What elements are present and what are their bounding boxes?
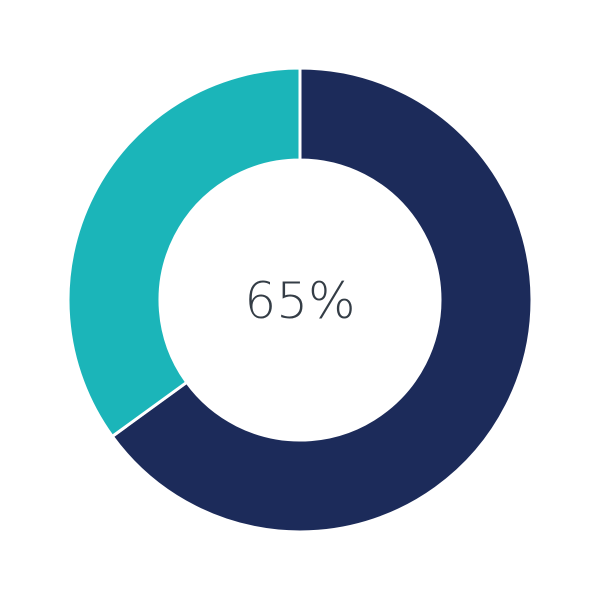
donut-slices <box>66 66 534 534</box>
donut-slice-1 <box>66 66 302 439</box>
center-label: 65% <box>244 272 355 330</box>
donut-slice-0 <box>110 66 534 534</box>
